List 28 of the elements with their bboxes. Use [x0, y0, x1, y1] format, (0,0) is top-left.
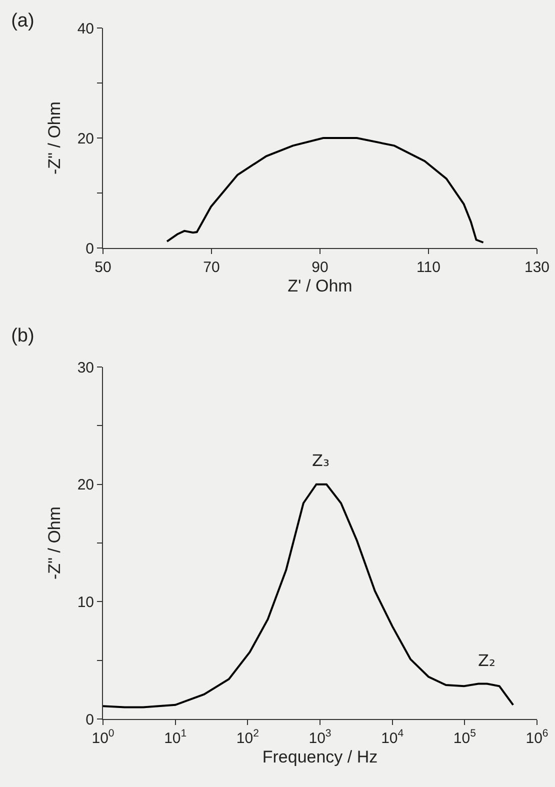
y-tick-label: 0 [86, 240, 94, 258]
x-tick-label: 10$^{2}$ [236, 728, 260, 747]
y-tick-label: 20 [77, 476, 94, 494]
annotation: Z₃ [312, 451, 330, 470]
x-axis-title: Z' / Ohm [288, 276, 352, 296]
x-tick-label: 10$^{6}$ [526, 728, 548, 747]
x-tick-label: 10$^{4}$ [381, 728, 404, 747]
x-tick-label: 110 [416, 259, 440, 276]
x-tick-label: 70 [203, 259, 220, 276]
x-tick-label: 10$^{1}$ [164, 728, 187, 747]
y-axis-title: -Z" / Ohm [44, 101, 64, 175]
annotation: Z₂ [478, 651, 496, 670]
x-tick-label: 10$^{5}$ [453, 728, 476, 747]
x-tick-label: 90 [312, 259, 328, 276]
y-tick-label: 30 [77, 359, 94, 376]
y-tick-label: 0 [86, 711, 94, 728]
x-tick-label: 50 [94, 259, 112, 276]
x-axis-title: Frequency / Hz [262, 747, 378, 766]
y-tick-label: 10 [77, 594, 94, 611]
chart-title: (b) [11, 326, 34, 347]
x-tick-label: 10$^{3}$ [308, 728, 332, 747]
line-series [166, 137, 484, 244]
y-tick-label: 40 [77, 20, 94, 38]
chart-title: (a) [11, 10, 34, 32]
x-tick-label: 130 [524, 259, 550, 276]
y-axis-title: -Z" / Ohm [44, 506, 64, 580]
x-tick-label: 10$^{0}$ [92, 728, 114, 747]
y-tick-label: 20 [77, 130, 94, 148]
